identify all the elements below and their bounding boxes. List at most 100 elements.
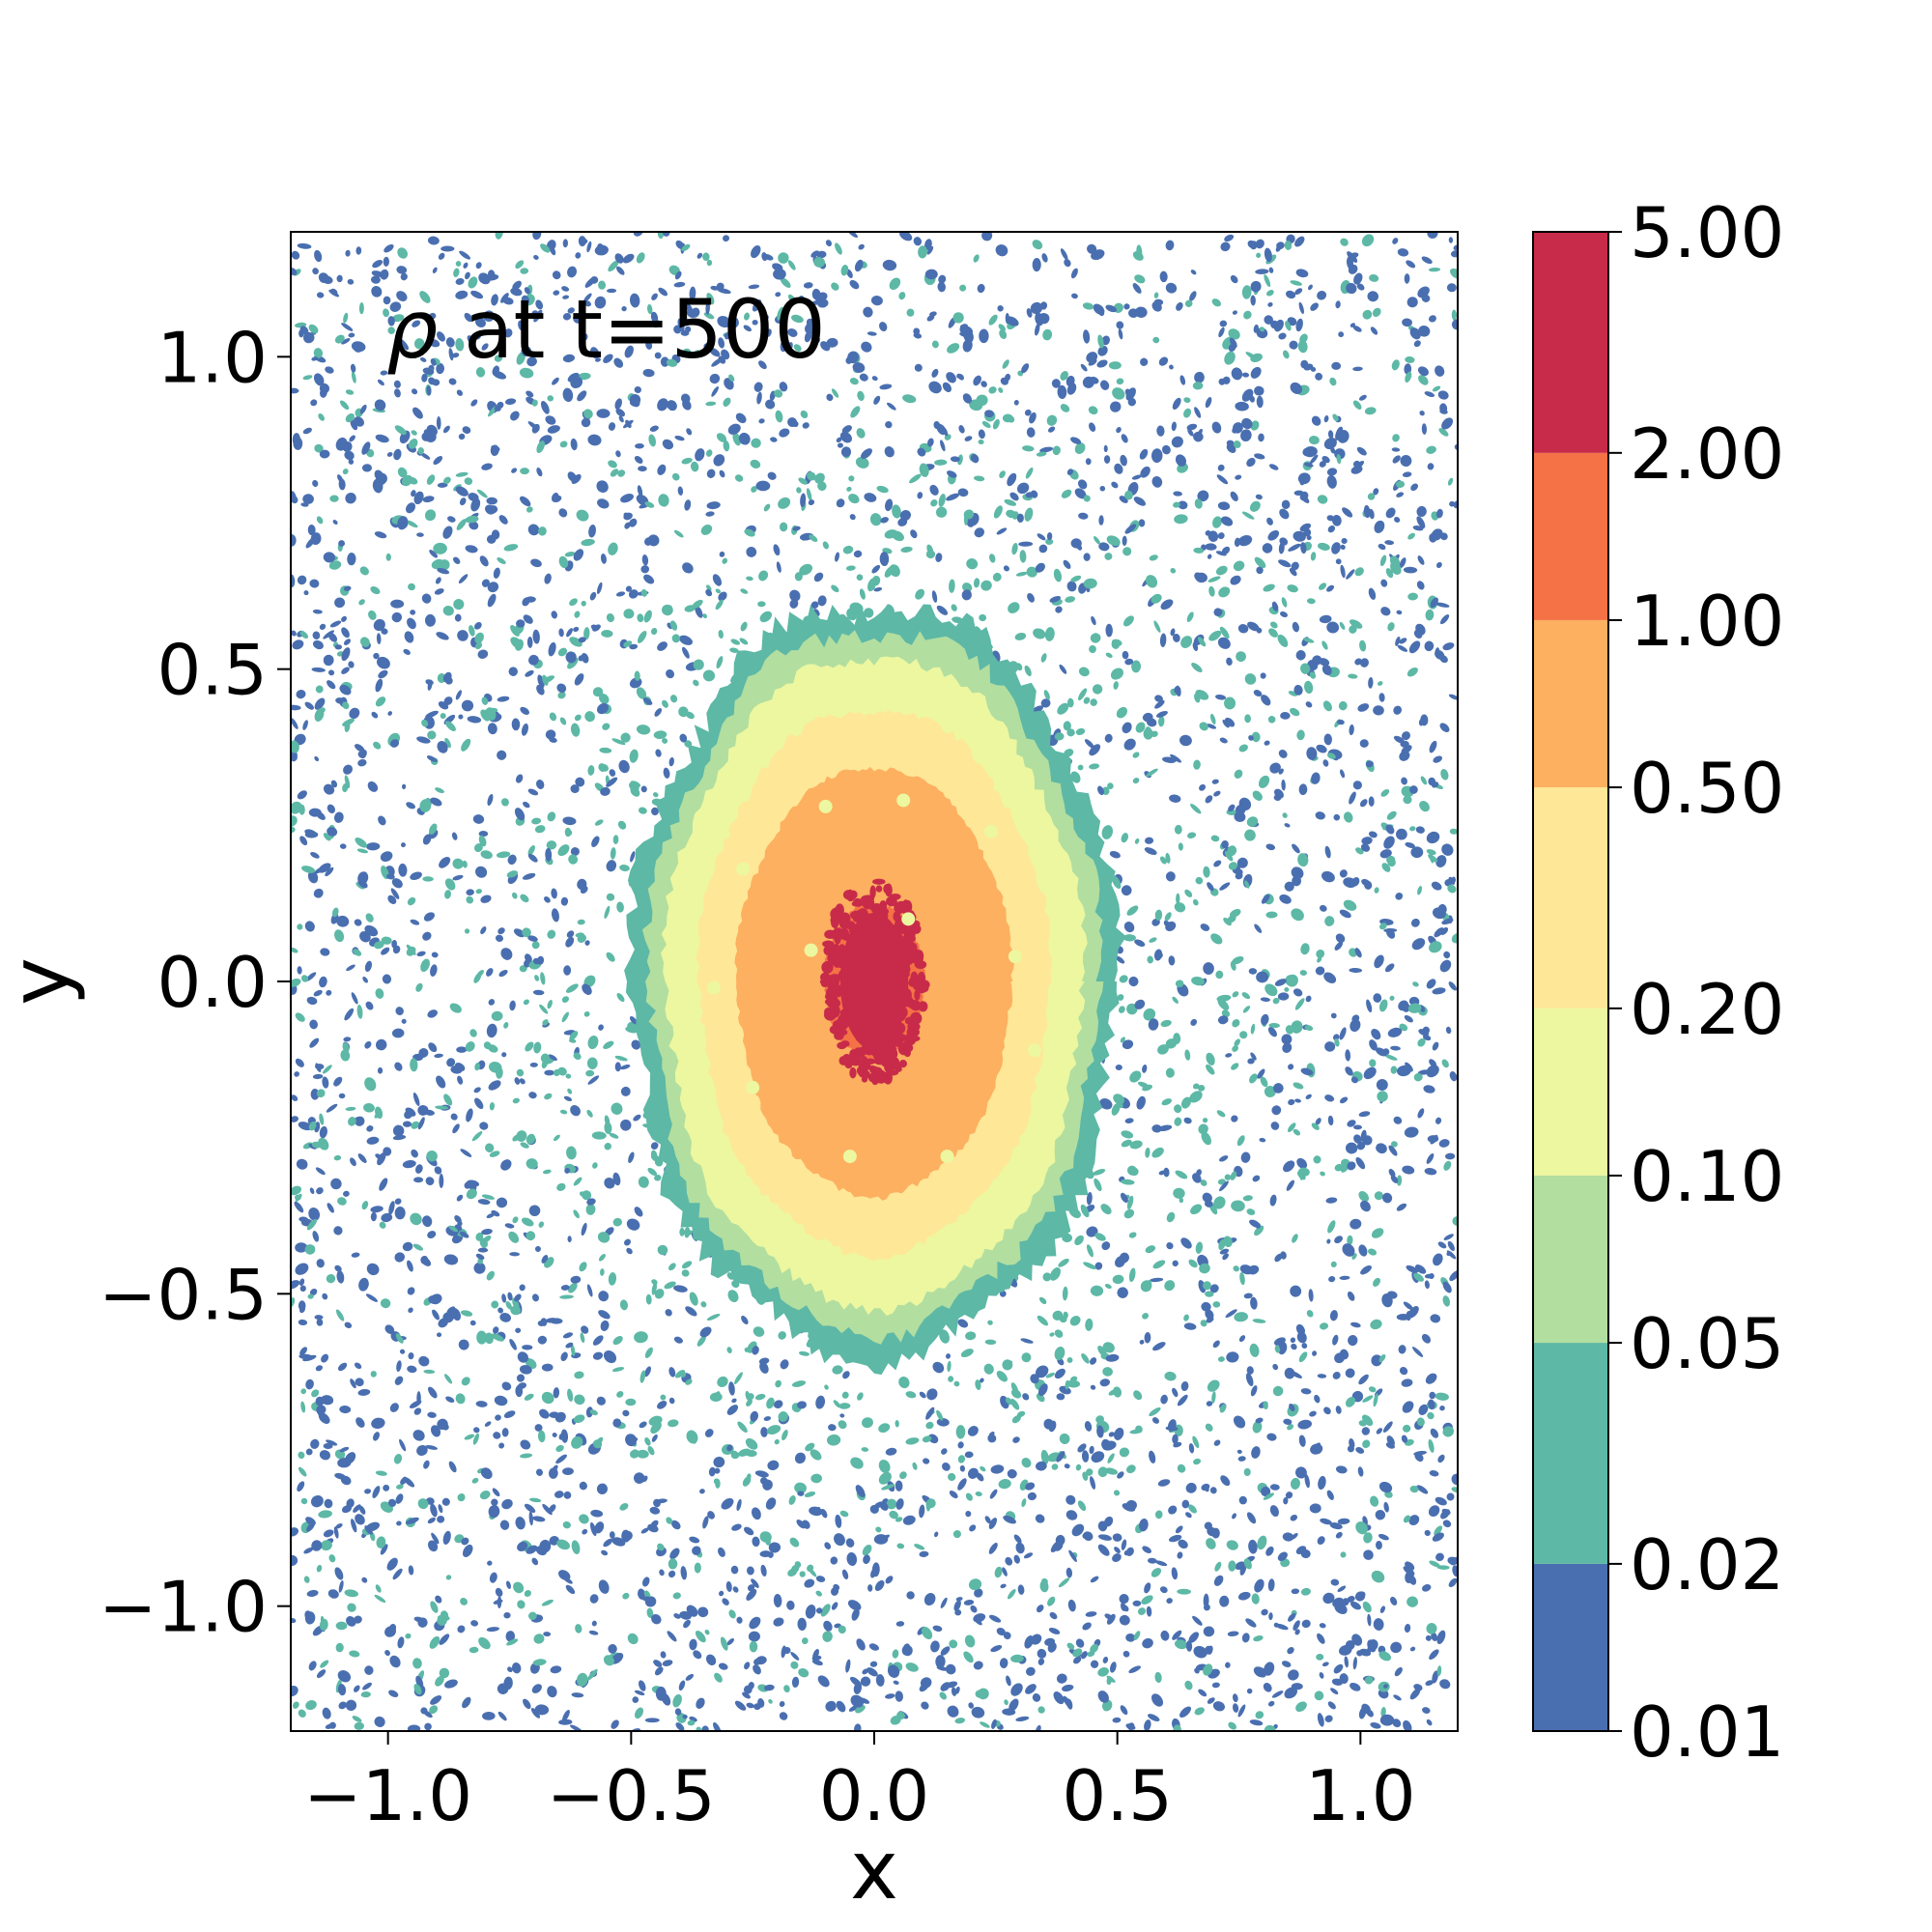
noise-blob bbox=[1070, 268, 1078, 279]
noise-blob bbox=[716, 433, 727, 442]
noise-blob bbox=[1161, 1098, 1173, 1106]
noise-blob bbox=[1054, 1329, 1064, 1338]
noise-blob bbox=[957, 1478, 967, 1491]
noise-blob bbox=[470, 399, 478, 407]
noise-blob bbox=[338, 540, 346, 547]
noise-blob bbox=[1090, 698, 1097, 706]
noise-blob bbox=[803, 282, 813, 289]
noise-blob bbox=[984, 410, 994, 418]
noise-blob bbox=[470, 290, 484, 299]
noise-blob bbox=[1101, 335, 1110, 346]
noise-blob bbox=[386, 452, 393, 457]
noise-blob bbox=[917, 447, 926, 457]
noise-blob bbox=[718, 1662, 728, 1670]
noise-blob bbox=[942, 382, 952, 393]
noise-blob bbox=[1299, 477, 1305, 486]
noise-blob bbox=[1189, 291, 1197, 301]
noise-blob bbox=[727, 423, 741, 435]
noise-blob bbox=[895, 1480, 903, 1492]
noise-blob bbox=[434, 588, 444, 595]
noise-blob bbox=[995, 244, 1009, 257]
noise-blob bbox=[978, 439, 984, 445]
noise-blob bbox=[498, 969, 508, 978]
noise-blob bbox=[969, 399, 983, 412]
noise-blob bbox=[1289, 567, 1297, 577]
noise-blob bbox=[1331, 361, 1342, 370]
noise-blob bbox=[1344, 1656, 1349, 1668]
noise-blob bbox=[1410, 846, 1424, 859]
noise-blob bbox=[1179, 1706, 1192, 1719]
noise-blob bbox=[1160, 1630, 1170, 1641]
noise-blob bbox=[1396, 1203, 1407, 1211]
noise-blob bbox=[1122, 650, 1129, 660]
noise-blob bbox=[1396, 1175, 1403, 1186]
noise-blob bbox=[1318, 1475, 1326, 1491]
noise-blob bbox=[1417, 886, 1423, 895]
noise-blob bbox=[1411, 938, 1426, 951]
noise-blob bbox=[1379, 554, 1387, 567]
noise-blob bbox=[1317, 1713, 1324, 1727]
noise-blob bbox=[354, 1721, 364, 1730]
noise-blob bbox=[1103, 455, 1111, 464]
noise-blob bbox=[610, 469, 619, 477]
noise-blob bbox=[1292, 1234, 1298, 1243]
noise-blob bbox=[1422, 1035, 1432, 1041]
noise-blob bbox=[520, 468, 529, 475]
noise-blob bbox=[1400, 455, 1412, 468]
noise-blob bbox=[1359, 639, 1367, 652]
noise-blob bbox=[485, 1143, 495, 1152]
noise-blob bbox=[1049, 1267, 1062, 1281]
noise-blob bbox=[426, 474, 436, 485]
noise-blob bbox=[487, 723, 497, 735]
noise-blob bbox=[1250, 366, 1262, 379]
noise-blob bbox=[967, 1467, 979, 1479]
noise-blob bbox=[648, 434, 657, 447]
noise-blob bbox=[573, 1209, 580, 1219]
noise-blob bbox=[1378, 543, 1386, 551]
noise-blob bbox=[899, 232, 913, 242]
noise-blob bbox=[1425, 1680, 1434, 1687]
noise-blob bbox=[1272, 1363, 1279, 1371]
noise-blob bbox=[492, 1488, 500, 1497]
noise-blob bbox=[931, 340, 939, 349]
noise-blob bbox=[1024, 507, 1034, 522]
noise-blob bbox=[1066, 1357, 1073, 1363]
noise-blob bbox=[527, 845, 535, 856]
noise-blob bbox=[561, 286, 570, 292]
noise-blob bbox=[1097, 1667, 1109, 1677]
noise-blob bbox=[779, 522, 788, 532]
noise-blob bbox=[621, 305, 627, 312]
noise-blob bbox=[1378, 693, 1385, 702]
noise-blob bbox=[965, 1331, 977, 1341]
noise-blob bbox=[1258, 775, 1270, 788]
noise-blob bbox=[1329, 377, 1337, 386]
noise-blob bbox=[501, 1498, 513, 1510]
noise-blob bbox=[416, 532, 424, 537]
noise-blob bbox=[730, 1565, 739, 1575]
noise-blob bbox=[387, 327, 395, 334]
noise-blob bbox=[1077, 764, 1084, 771]
noise-blob bbox=[746, 547, 757, 557]
noise-blob bbox=[689, 1292, 698, 1306]
noise-blob bbox=[442, 1530, 451, 1546]
noise-blob bbox=[1413, 340, 1421, 348]
noise-blob bbox=[647, 303, 653, 315]
noise-blob bbox=[1284, 1687, 1298, 1699]
noise-blob bbox=[1380, 579, 1388, 587]
noise-blob bbox=[623, 609, 635, 619]
noise-blob bbox=[1396, 610, 1403, 615]
noise-blob bbox=[974, 1588, 983, 1598]
noise-blob bbox=[291, 947, 298, 953]
noise-blob bbox=[470, 497, 481, 512]
noise-blob bbox=[1429, 1470, 1439, 1477]
noise-blob bbox=[520, 496, 531, 507]
noise-blob bbox=[668, 1263, 676, 1271]
noise-blob bbox=[669, 1548, 680, 1560]
noise-blob bbox=[372, 1486, 381, 1498]
noise-blob bbox=[773, 1400, 783, 1408]
noise-blob bbox=[892, 1649, 899, 1659]
noise-blob bbox=[878, 1471, 892, 1485]
noise-blob bbox=[586, 1057, 598, 1069]
noise-blob bbox=[1233, 560, 1245, 572]
noise-blob bbox=[1190, 1018, 1198, 1026]
